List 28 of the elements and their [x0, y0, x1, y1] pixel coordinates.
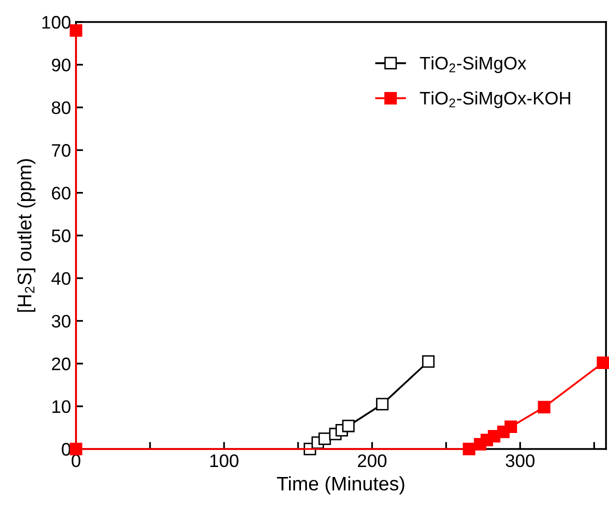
point: [422, 355, 435, 368]
y-tick-label: 90: [52, 58, 70, 72]
y-tick-label: 60: [52, 186, 70, 200]
legend-label: TiO$_{2}$-SiMgOx-KOH: [420, 91, 570, 108]
point: [596, 356, 609, 369]
point: [376, 398, 389, 410]
y-axis-title: [H$_{2}$S] outlet (ppm): [17, 159, 36, 312]
legend-label: TiO$_{2}$-SiMgOx: [420, 56, 526, 74]
y-tick-label: 70: [52, 144, 70, 157]
point: [342, 420, 355, 432]
x-tick-label: 0: [72, 454, 80, 468]
y-tick-label: 30: [52, 314, 70, 328]
point: [462, 442, 476, 456]
y-tick-label: 0: [62, 442, 70, 456]
x-tick-label: 300: [506, 454, 534, 468]
y-tick-label: 40: [51, 272, 70, 285]
y-tick-label: 80: [52, 101, 70, 114]
point: [538, 400, 550, 414]
y-tick-label: 20: [52, 358, 70, 370]
point: [318, 432, 331, 445]
y-tick-label: 50: [52, 229, 70, 242]
y-tick-label: 10: [52, 400, 70, 414]
x-tick-label: 100: [210, 454, 238, 468]
x-tick-label: 200: [358, 454, 386, 468]
y-tick-label: 100: [42, 16, 70, 29]
point: [504, 420, 518, 434]
x-axis-title: Time (Minutes): [276, 476, 404, 494]
point: [70, 24, 82, 37]
